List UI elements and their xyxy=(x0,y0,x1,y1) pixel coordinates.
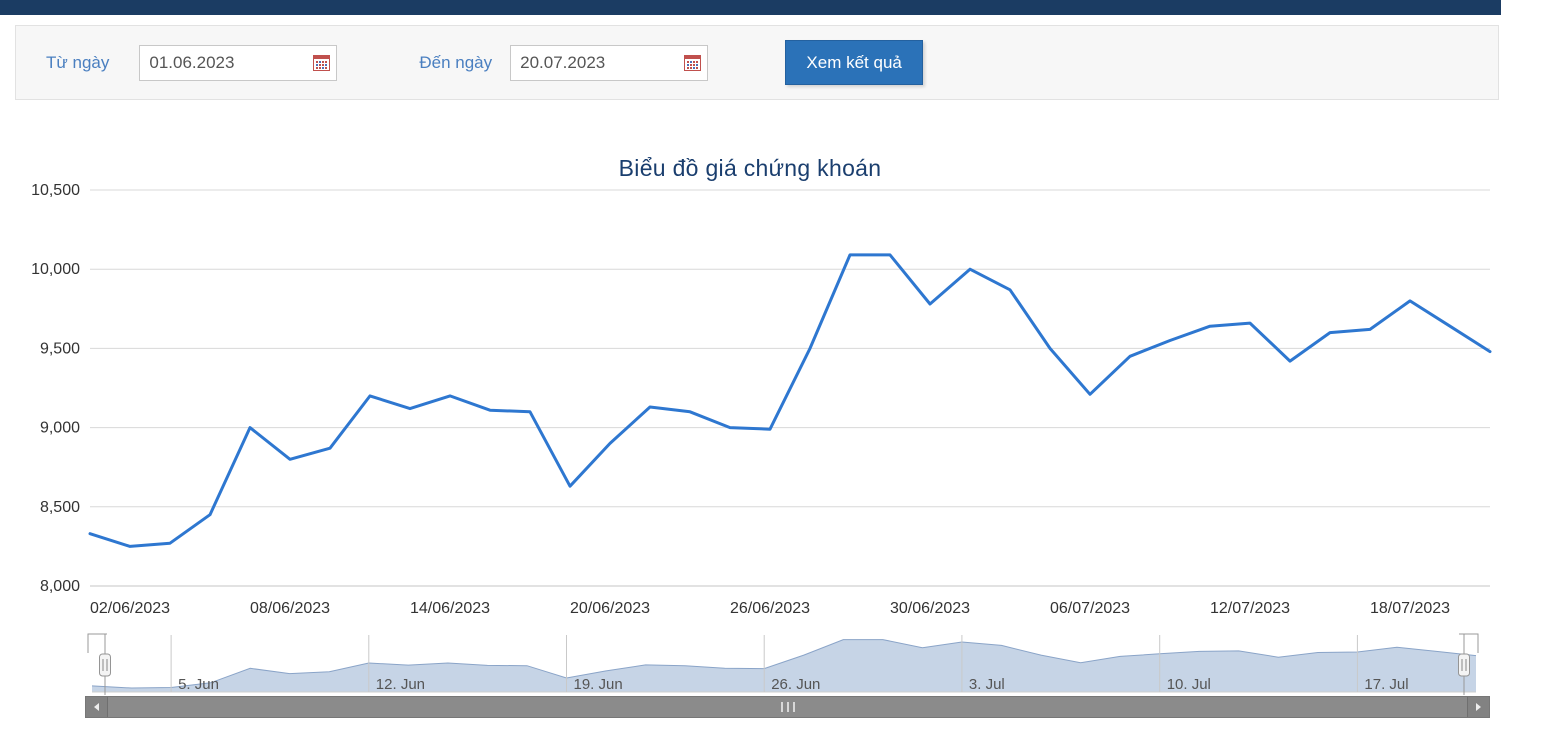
from-date-label: Từ ngày xyxy=(46,52,110,72)
x-tick-label: 26/06/2023 xyxy=(730,600,810,617)
calendar-icon[interactable] xyxy=(684,54,702,71)
top-navigation-bar xyxy=(0,0,1501,15)
chart-title: Biểu đồ giá chứng khoán xyxy=(618,155,882,181)
date-filter-panel: Từ ngày Đến ngày xyxy=(15,25,1499,100)
x-tick-label: 18/07/2023 xyxy=(1370,600,1450,617)
scrollbar-left-arrow-icon[interactable] xyxy=(86,697,108,717)
y-tick-label: 9,500 xyxy=(40,340,80,357)
navigator-tick-label: 12. Jun xyxy=(376,676,425,693)
chart-scrollbar[interactable] xyxy=(85,696,1490,718)
view-results-button[interactable]: Xem kết quả xyxy=(785,40,924,85)
y-tick-label: 8,500 xyxy=(40,499,80,516)
navigator-tick-label: 26. Jun xyxy=(771,676,820,693)
navigator-line xyxy=(91,639,1477,689)
x-tick-label: 30/06/2023 xyxy=(890,600,970,617)
from-date-input[interactable] xyxy=(139,44,338,81)
x-tick-label: 14/06/2023 xyxy=(410,600,490,617)
to-date-input[interactable] xyxy=(510,44,709,81)
from-date-wrapper xyxy=(139,44,338,81)
filter-row: Từ ngày Đến ngày xyxy=(16,26,1498,99)
y-tick-label: 10,000 xyxy=(31,261,80,278)
to-date-wrapper xyxy=(510,44,709,81)
scrollbar-track[interactable] xyxy=(108,697,1467,717)
navigator-tick-label: 17. Jul xyxy=(1364,676,1408,693)
scrollbar-right-arrow-icon[interactable] xyxy=(1467,697,1489,717)
x-tick-label: 02/06/2023 xyxy=(90,600,170,617)
scrollbar-grip[interactable] xyxy=(780,702,795,712)
x-tick-label: 08/06/2023 xyxy=(250,600,330,617)
navigator-area xyxy=(92,639,1476,692)
y-tick-label: 8,000 xyxy=(40,578,80,595)
navigator-tick-label: 10. Jul xyxy=(1167,676,1211,693)
to-date-label: Đến ngày xyxy=(419,52,493,72)
x-tick-label: 12/07/2023 xyxy=(1210,600,1290,617)
y-tick-label: 9,000 xyxy=(40,420,80,437)
x-tick-label: 20/06/2023 xyxy=(570,600,650,617)
y-tick-label: 10,500 xyxy=(31,182,80,199)
navigator-tick-label: 19. Jun xyxy=(574,676,623,693)
navigator-left-handle[interactable] xyxy=(99,634,111,695)
x-tick-label: 06/07/2023 xyxy=(1050,600,1130,617)
calendar-icon[interactable] xyxy=(313,54,331,71)
navigator-frame-right xyxy=(1459,633,1479,653)
navigator-tick-label: 5. Jun xyxy=(178,676,219,693)
navigator-frame-left xyxy=(87,633,107,653)
price-line xyxy=(88,253,1492,548)
navigator-right-handle[interactable] xyxy=(1458,634,1470,695)
navigator-tick-label: 3. Jul xyxy=(969,676,1005,693)
